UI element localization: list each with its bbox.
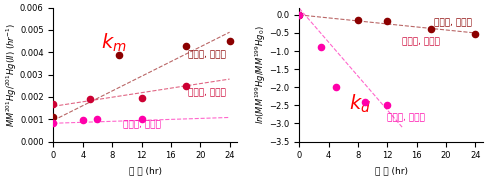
Text: 표층수, 암반응: 표층수, 암반응 xyxy=(188,88,225,97)
Point xyxy=(296,13,303,16)
Text: 표층수, 광반응: 표층수, 광반응 xyxy=(123,120,161,129)
Y-axis label: $MM^{201}Hg/^{201}Hg(II)$ $(hr^{-1})$: $MM^{201}Hg/^{201}Hg(II)$ $(hr^{-1})$ xyxy=(4,22,19,127)
Point xyxy=(94,118,101,121)
Text: $k_m$: $k_m$ xyxy=(101,31,127,54)
Point xyxy=(361,100,369,103)
X-axis label: 시 간 (hr): 시 간 (hr) xyxy=(129,166,162,175)
X-axis label: 시 간 (hr): 시 간 (hr) xyxy=(375,166,408,175)
Text: 심층수, 암반응: 심층수, 암반응 xyxy=(188,50,225,59)
Point xyxy=(332,86,340,89)
Point xyxy=(225,40,233,43)
Point xyxy=(354,19,362,22)
Point xyxy=(428,27,435,30)
Point xyxy=(138,97,146,100)
Text: 심층수, 암반응: 심층수, 암반응 xyxy=(433,18,471,27)
Point xyxy=(115,53,123,56)
Point xyxy=(50,102,57,105)
Text: 표층수, 광반응: 표층수, 광반응 xyxy=(388,113,425,123)
Point xyxy=(138,118,146,121)
Text: 표층수, 암반응: 표층수, 암반응 xyxy=(402,38,440,47)
Point xyxy=(79,119,87,122)
Point xyxy=(50,121,57,124)
Point xyxy=(471,32,479,35)
Point xyxy=(296,13,303,16)
Point xyxy=(50,115,57,118)
Text: $k_d$: $k_d$ xyxy=(349,93,371,115)
Point xyxy=(318,46,325,49)
Y-axis label: $ln(MM^{199}Hg/MM^{199}Hg_0)$: $ln(MM^{199}Hg/MM^{199}Hg_0)$ xyxy=(254,25,268,124)
Point xyxy=(384,20,392,23)
Point xyxy=(182,85,189,88)
Point xyxy=(182,44,189,47)
Point xyxy=(86,98,94,101)
Point xyxy=(384,104,392,107)
